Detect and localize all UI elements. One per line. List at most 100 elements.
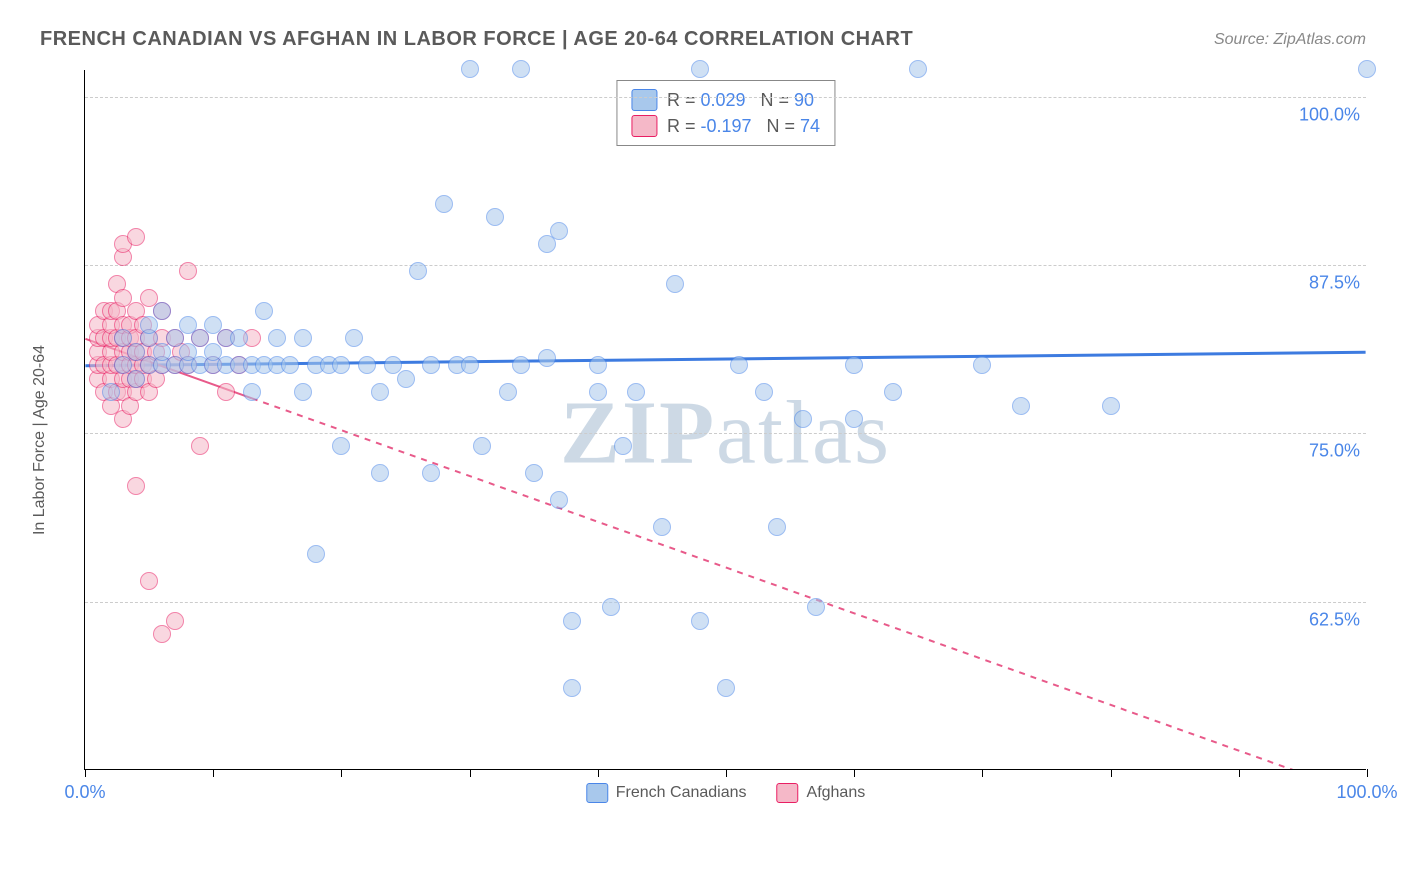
french-canadian-point [794,410,812,428]
series-legend-item: French Canadians [586,783,747,803]
gridline [85,602,1366,603]
french-canadian-point [909,60,927,78]
french-canadian-point [589,356,607,374]
y-tick-label: 75.0% [1309,441,1360,462]
french-canadian-point [397,370,415,388]
french-canadian-point [614,437,632,455]
afghan-point [217,383,235,401]
french-canadian-point [653,518,671,536]
french-canadian-point [371,464,389,482]
x-tick [982,769,983,777]
gridline [85,265,1366,266]
french-canadian-point [409,262,427,280]
french-canadian-point [1012,397,1030,415]
x-tick [1239,769,1240,777]
french-canadian-point [845,356,863,374]
french-canadian-point [499,383,517,401]
series-legend: French Canadians Afghans [586,783,865,803]
french-canadian-point [717,679,735,697]
french-canadian-point [512,356,530,374]
french-canadian-point [563,612,581,630]
afghan-point [191,437,209,455]
x-tick-label: 0.0% [64,782,105,803]
french-canadian-point [589,383,607,401]
y-tick-label: 87.5% [1309,273,1360,294]
french-canadian-point [255,302,273,320]
french-canadian-point [102,383,120,401]
french-canadian-point [435,195,453,213]
afghan-point [153,625,171,643]
correlation-legend-row: R = -0.197 N = 74 [631,113,820,139]
series-legend-label: Afghans [807,784,866,802]
french-canadian-point [563,679,581,697]
french-canadian-point [371,383,389,401]
french-canadian-point [294,383,312,401]
legend-swatch [586,783,608,803]
x-tick [341,769,342,777]
french-canadian-point [512,60,530,78]
trend-line [252,398,1366,769]
x-tick [598,769,599,777]
french-canadian-point [666,275,684,293]
x-tick [85,769,86,777]
x-tick-label: 100.0% [1336,782,1397,803]
french-canadian-point [691,60,709,78]
french-canadian-point [768,518,786,536]
french-canadian-point [550,491,568,509]
french-canadian-point [358,356,376,374]
x-tick [1367,769,1368,777]
x-tick [726,769,727,777]
french-canadian-point [884,383,902,401]
afghan-point [166,612,184,630]
afghan-point [127,477,145,495]
french-canadian-point [473,437,491,455]
french-canadian-point [845,410,863,428]
french-canadian-point [307,545,325,563]
french-canadian-point [461,356,479,374]
french-canadian-point [345,329,363,347]
french-canadian-point [486,208,504,226]
french-canadian-point [332,437,350,455]
french-canadian-point [602,598,620,616]
french-canadian-point [691,612,709,630]
afghan-point [140,572,158,590]
french-canadian-point [281,356,299,374]
source-credit: Source: ZipAtlas.com [1214,31,1366,49]
series-legend-item: Afghans [777,783,866,803]
french-canadian-point [140,316,158,334]
gridline [85,97,1366,98]
french-canadian-point [422,464,440,482]
legend-swatch [631,89,657,111]
plot-area: ZIPatlas R = 0.029 N = 90R = -0.197 N = … [84,70,1366,770]
legend-text: R = -0.197 N = 74 [667,116,820,137]
french-canadian-point [332,356,350,374]
legend-text: R = 0.029 N = 90 [667,90,814,111]
afghan-point [127,228,145,246]
chart-container: In Labor Force | Age 20-64 ZIPatlas R = … [40,70,1366,810]
chart-title: FRENCH CANADIAN VS AFGHAN IN LABOR FORCE… [40,28,913,51]
french-canadian-point [1358,60,1376,78]
legend-swatch [631,115,657,137]
french-canadian-point [807,598,825,616]
french-canadian-point [525,464,543,482]
x-tick [470,769,471,777]
correlation-legend-row: R = 0.029 N = 90 [631,87,820,113]
french-canadian-point [230,329,248,347]
french-canadian-point [627,383,645,401]
french-canadian-point [538,235,556,253]
gridline [85,433,1366,434]
french-canadian-point [973,356,991,374]
y-axis-label: In Labor Force | Age 20-64 [31,345,49,535]
french-canadian-point [550,222,568,240]
french-canadian-point [461,60,479,78]
correlation-legend: R = 0.029 N = 90 R = -0.197 N = 74 [616,80,835,146]
french-canadian-point [153,302,171,320]
x-tick [1111,769,1112,777]
y-tick-label: 100.0% [1299,104,1360,125]
french-canadian-point [294,329,312,347]
y-tick-label: 62.5% [1309,609,1360,630]
trend-lines-svg [85,70,1366,769]
x-tick [213,769,214,777]
french-canadian-point [268,329,286,347]
french-canadian-point [243,383,261,401]
